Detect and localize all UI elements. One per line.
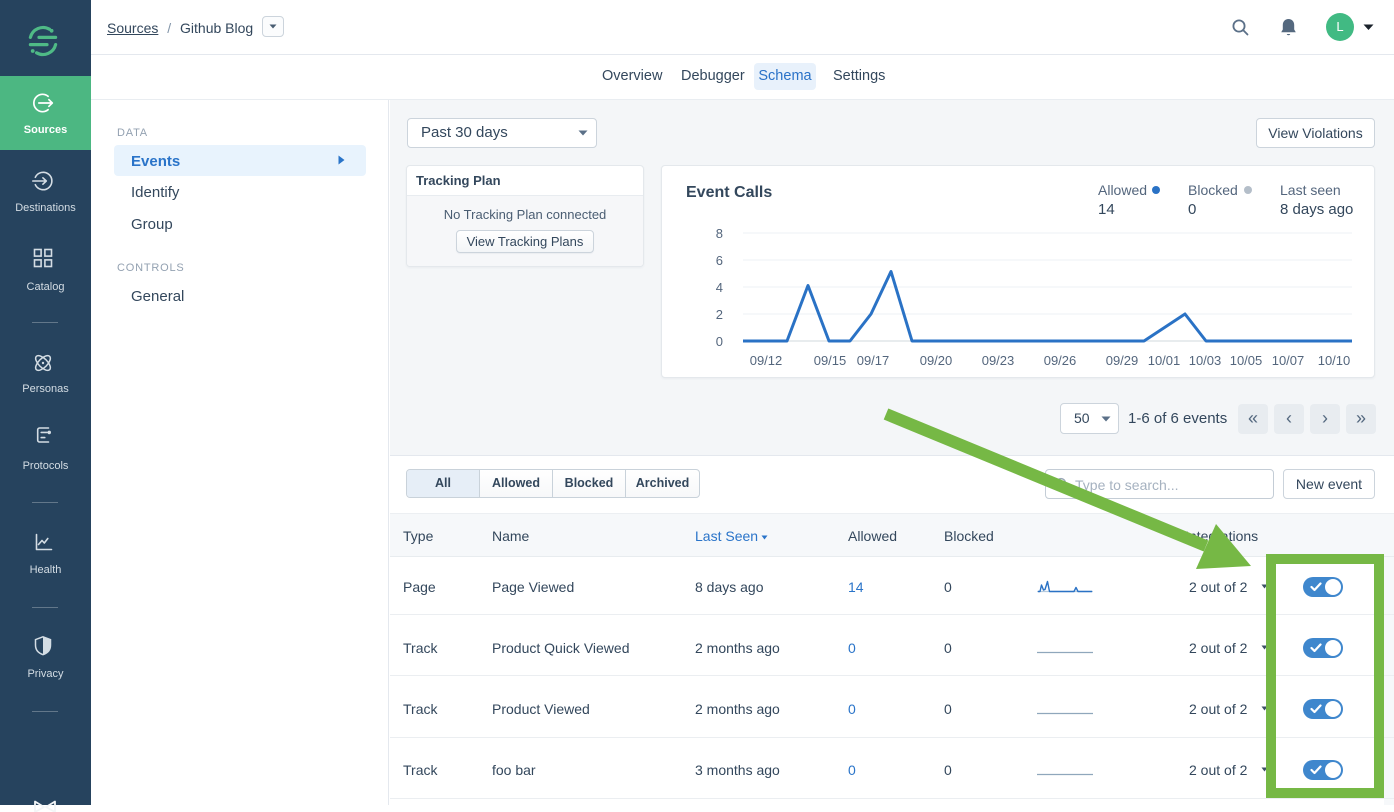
svg-text:0: 0: [716, 334, 723, 349]
svg-text:6: 6: [716, 253, 723, 268]
svg-text:09/29: 09/29: [1106, 353, 1139, 368]
svg-text:09/12: 09/12: [750, 353, 783, 368]
svg-text:10/10: 10/10: [1318, 353, 1351, 368]
svg-text:09/23: 09/23: [982, 353, 1015, 368]
svg-text:8: 8: [716, 226, 723, 241]
svg-text:10/03: 10/03: [1189, 353, 1222, 368]
svg-text:10/05: 10/05: [1230, 353, 1263, 368]
svg-text:09/17: 09/17: [857, 353, 890, 368]
svg-text:2: 2: [716, 307, 723, 322]
svg-text:09/26: 09/26: [1044, 353, 1077, 368]
svg-text:10/01: 10/01: [1148, 353, 1181, 368]
svg-text:4: 4: [716, 280, 723, 295]
svg-text:09/20: 09/20: [920, 353, 953, 368]
svg-text:09/15: 09/15: [814, 353, 847, 368]
svg-text:10/07: 10/07: [1272, 353, 1305, 368]
